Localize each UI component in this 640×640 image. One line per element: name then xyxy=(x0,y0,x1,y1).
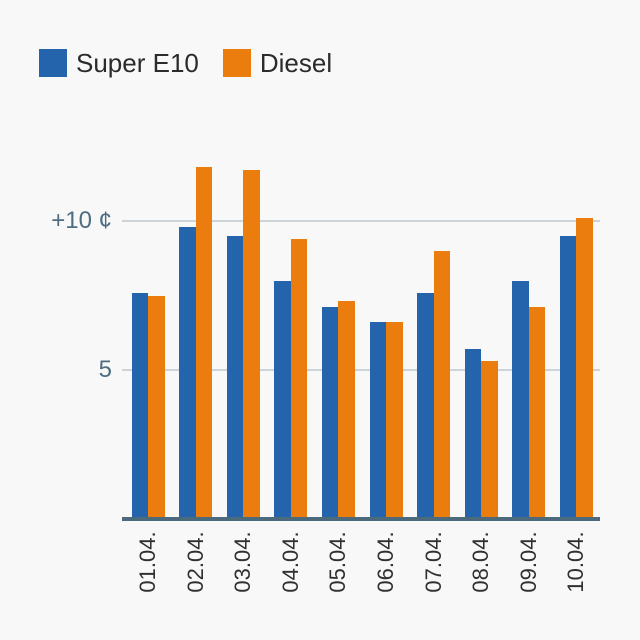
bar-diesel-08-04 xyxy=(481,361,498,519)
y-axis-label-5: 5 xyxy=(98,356,112,383)
legend-item-super-e10: Super E10 xyxy=(39,46,199,80)
bar-diesel-07-04 xyxy=(433,250,451,519)
y-axis-label-10: +10 ¢ xyxy=(51,207,112,234)
x-axis-label-06-04: 06.04. xyxy=(373,531,398,593)
legend: Super E10 Diesel xyxy=(39,46,332,80)
gridline-5 xyxy=(122,369,600,371)
bar-diesel-10-04 xyxy=(576,218,593,519)
bar-diesel-02-04 xyxy=(195,167,213,519)
bar-super-e10-01-04 xyxy=(131,292,149,519)
bar-diesel-05-04 xyxy=(338,301,355,519)
legend-swatch-diesel xyxy=(222,49,251,77)
x-axis-label-10-04: 10.04. xyxy=(563,531,589,593)
bar-super-e10-07-04 xyxy=(417,292,434,519)
legend-label: Diesel xyxy=(259,48,333,78)
bar-diesel-09-04 xyxy=(528,307,546,519)
x-axis-label-01-04: 01.04. xyxy=(135,531,161,593)
bar-super-e10-02-04 xyxy=(179,226,196,519)
bar-super-e10-03-04 xyxy=(226,235,244,519)
x-axis-line xyxy=(122,517,600,521)
bar-super-e10-05-04 xyxy=(321,307,339,519)
bar-super-e10-04-04 xyxy=(274,280,291,519)
bar-super-e10-06-04 xyxy=(369,322,386,519)
bar-diesel-04-04 xyxy=(290,238,308,519)
x-axis-label-07-04: 07.04. xyxy=(420,531,446,593)
gridline-10 xyxy=(122,220,600,222)
x-axis-label-05-04: 05.04. xyxy=(325,531,351,593)
bar-diesel-06-04 xyxy=(386,322,403,519)
bar-super-e10-10-04 xyxy=(559,235,577,519)
legend-label: Super E10 xyxy=(76,48,199,78)
x-axis-label-09-04: 09.04. xyxy=(515,531,541,593)
x-axis-label-08-04: 08.04. xyxy=(468,531,494,593)
x-axis-label-03-04: 03.04. xyxy=(230,531,256,593)
bar-super-e10-09-04 xyxy=(512,280,529,519)
bar-diesel-03-04 xyxy=(243,170,260,519)
bar-diesel-01-04 xyxy=(148,295,165,519)
legend-swatch-super-e10 xyxy=(39,49,67,77)
legend-item-diesel: Diesel xyxy=(222,46,333,80)
x-axis-label-04-04: 04.04. xyxy=(277,531,303,593)
bar-super-e10-08-04 xyxy=(464,349,482,519)
x-axis-label-02-04: 02.04. xyxy=(182,531,208,593)
